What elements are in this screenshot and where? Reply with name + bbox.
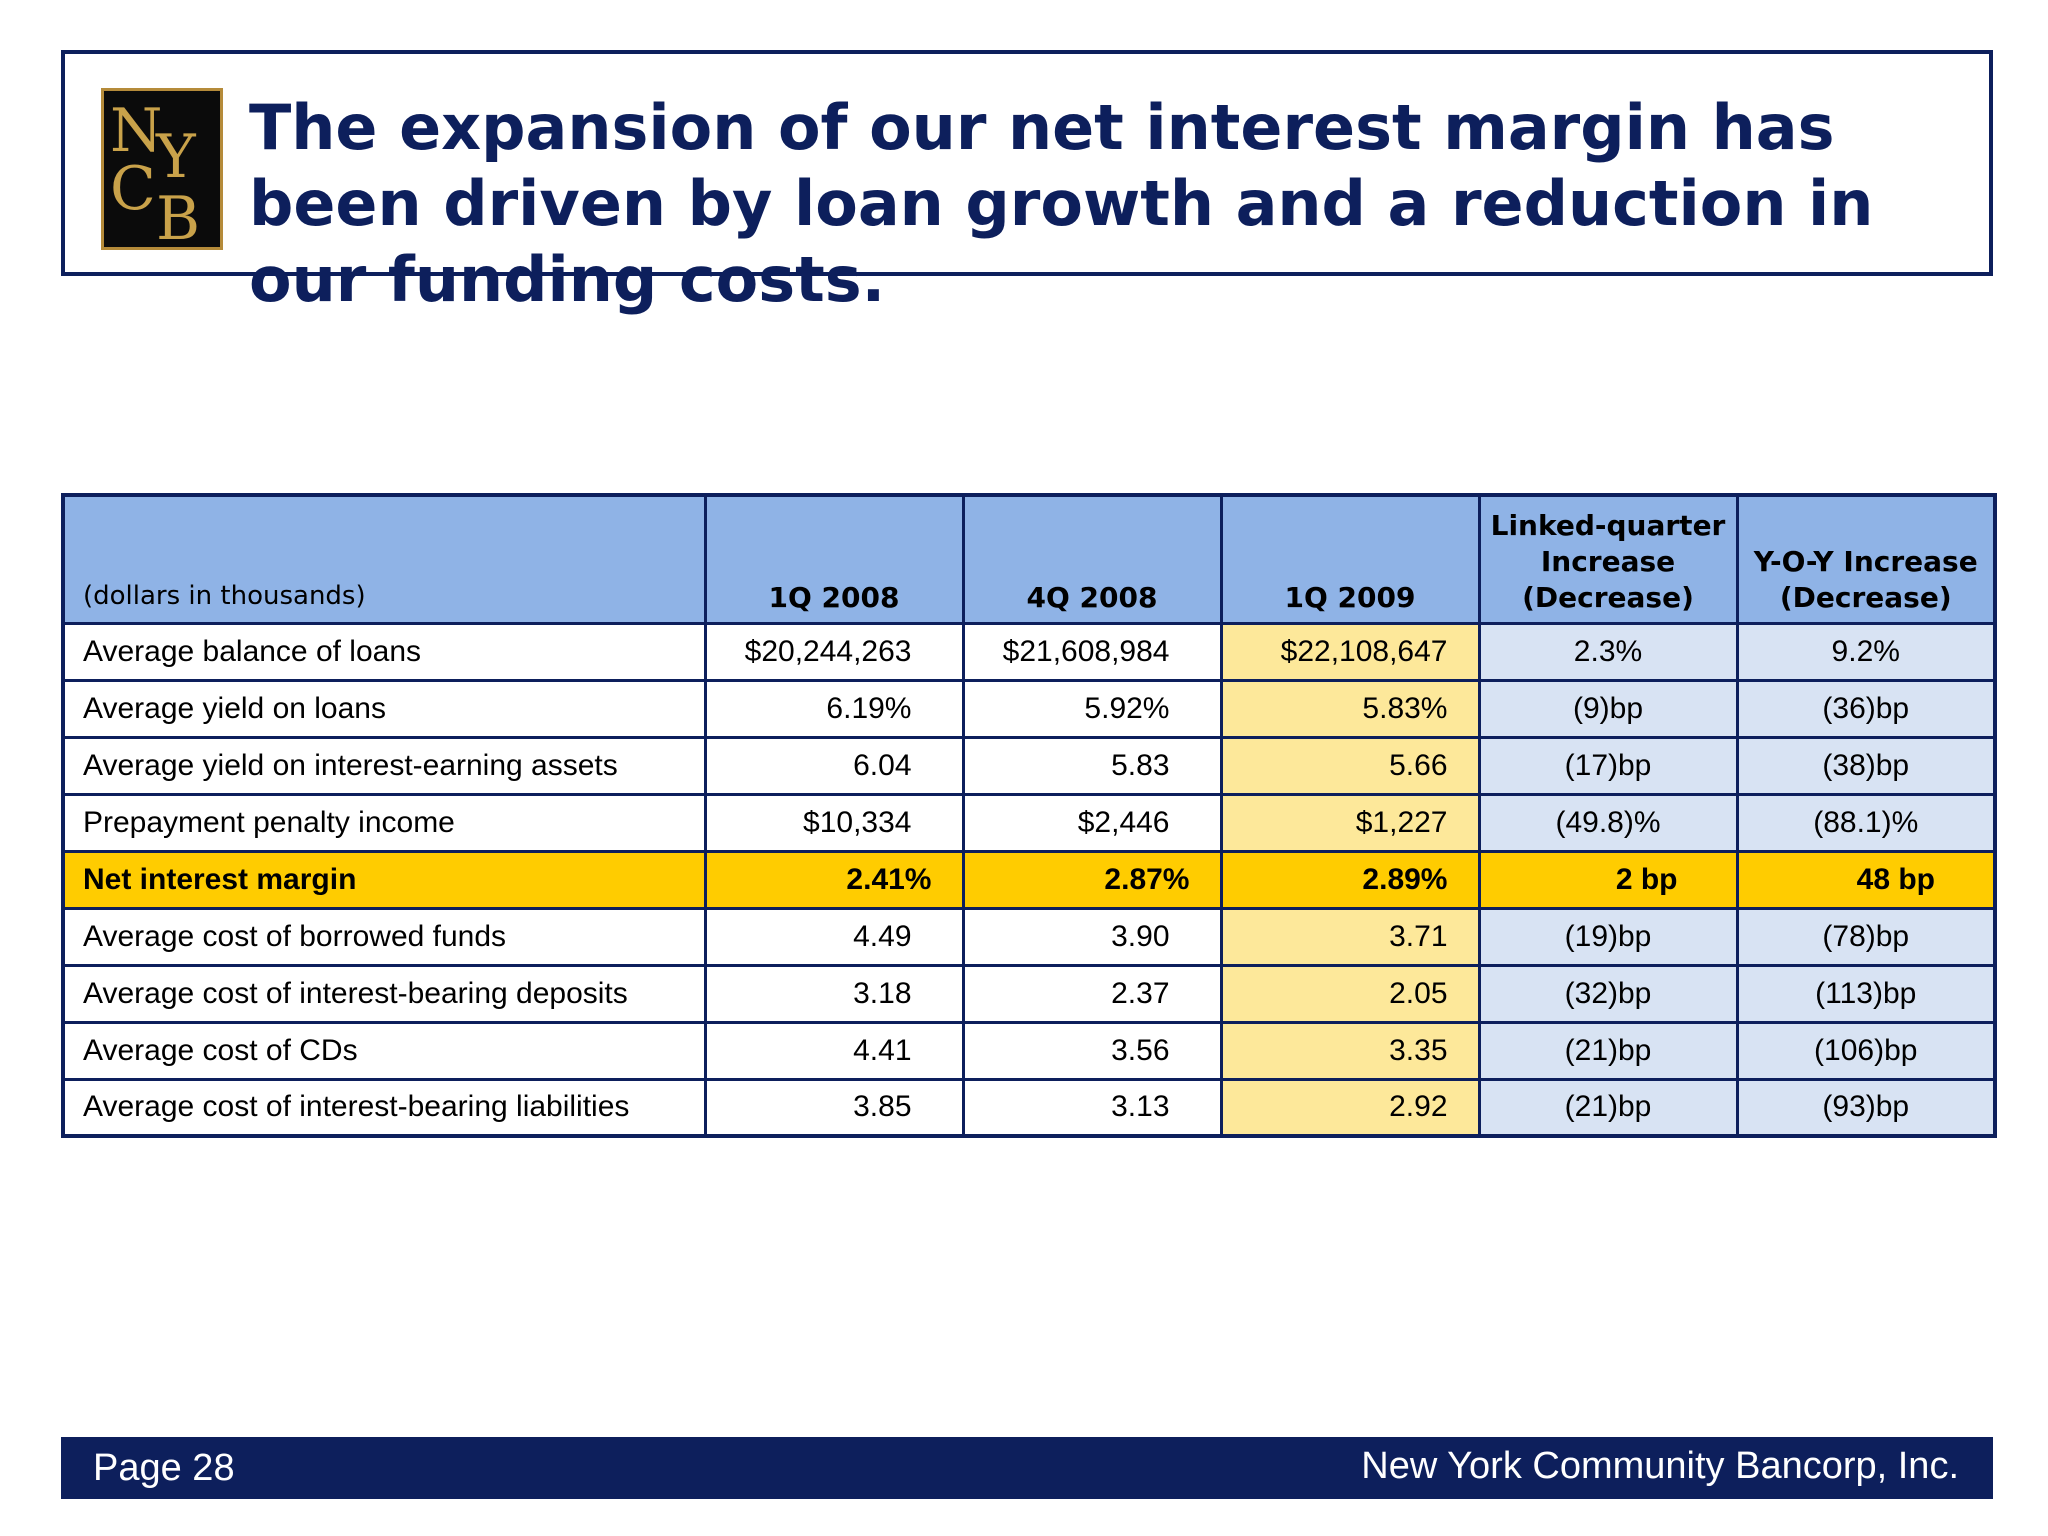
cell-yoy: (88.1)% (1735, 792, 1997, 853)
table-row: Average cost of CDs 4.41 3.56 3.35 (21)b… (61, 1020, 1997, 1081)
row-label: Average cost of interest-bearing liabili… (61, 1077, 707, 1138)
cell-yoy: (113)bp (1735, 963, 1997, 1024)
table-row: Average cost of interest-bearing liabili… (61, 1077, 1997, 1138)
svg-text:B: B (156, 184, 200, 247)
cell-4q2008: 2.87% (961, 849, 1223, 910)
page-number: Page 28 (93, 1447, 235, 1489)
row-label: Average cost of interest-bearing deposit… (61, 963, 707, 1024)
cell-linked-quarter: (21)bp (1477, 1077, 1739, 1138)
cell-1q2009: 5.66 (1219, 735, 1481, 796)
cell-4q2008: 3.13 (961, 1077, 1223, 1138)
row-label: Average yield on loans (61, 678, 707, 739)
cell-1q2008: $20,244,263 (703, 621, 965, 682)
cell-yoy: 9.2% (1735, 621, 1997, 682)
financial-table-container: (dollars in thousands) 1Q 2008 4Q 2008 1… (61, 493, 1997, 1138)
column-header-4q2008: 4Q 2008 (961, 493, 1223, 625)
row-label: Average cost of borrowed funds (61, 906, 707, 967)
cell-yoy: (106)bp (1735, 1020, 1997, 1081)
net-interest-margin-table: (dollars in thousands) 1Q 2008 4Q 2008 1… (61, 493, 1997, 1138)
cell-1q2008: 3.18 (703, 963, 965, 1024)
cell-1q2008: $10,334 (703, 792, 965, 853)
cell-4q2008: 5.83 (961, 735, 1223, 796)
column-header-yoy: Y-O-Y Increase (Decrease) (1735, 493, 1997, 625)
svg-text:N: N (110, 96, 163, 166)
cell-4q2008: 5.92% (961, 678, 1223, 739)
table-row: Average cost of interest-bearing deposit… (61, 963, 1997, 1024)
cell-linked-quarter: (9)bp (1477, 678, 1739, 739)
row-label: Net interest margin (61, 849, 707, 910)
table-row: Average balance of loans $20,244,263 $21… (61, 621, 1997, 682)
cell-4q2008: 3.90 (961, 906, 1223, 967)
column-header-units: (dollars in thousands) (61, 493, 707, 625)
table-header-row: (dollars in thousands) 1Q 2008 4Q 2008 1… (61, 493, 1997, 625)
cell-1q2009: 5.83% (1219, 678, 1481, 739)
svg-text:Y: Y (155, 122, 197, 192)
cell-4q2008: 2.37 (961, 963, 1223, 1024)
title-box: N Y C B The expansion of our net interes… (61, 50, 1993, 316)
cell-1q2008: 6.04 (703, 735, 965, 796)
table-row: Average yield on loans 6.19% 5.92% 5.83%… (61, 678, 1997, 739)
cell-1q2009: $1,227 (1219, 792, 1481, 853)
cell-1q2009: 2.92 (1219, 1077, 1481, 1138)
cell-1q2008: 2.41% (703, 849, 965, 910)
column-header-1q2009: 1Q 2009 (1219, 493, 1481, 625)
cell-1q2008: 4.49 (703, 906, 965, 967)
cell-1q2008: 4.41 (703, 1020, 965, 1081)
svg-text:C: C (110, 154, 156, 224)
cell-linked-quarter: (49.8)% (1477, 792, 1739, 853)
cell-linked-quarter: (17)bp (1477, 735, 1739, 796)
cell-1q2009: 3.35 (1219, 1020, 1481, 1081)
table-row: Prepayment penalty income $10,334 $2,446… (61, 792, 1997, 853)
cell-4q2008: $21,608,984 (961, 621, 1223, 682)
cell-1q2009: 2.89% (1219, 849, 1481, 910)
row-label: Average balance of loans (61, 621, 707, 682)
table-row: Average cost of borrowed funds 4.49 3.90… (61, 906, 1997, 967)
cell-yoy: (38)bp (1735, 735, 1997, 796)
cell-linked-quarter: (32)bp (1477, 963, 1739, 1024)
column-header-linked-quarter: Linked-quarter Increase (Decrease) (1477, 493, 1739, 625)
cell-1q2008: 3.85 (703, 1077, 965, 1138)
cell-4q2008: 3.56 (961, 1020, 1223, 1081)
cell-1q2009: $22,108,647 (1219, 621, 1481, 682)
cell-linked-quarter: 2.3% (1477, 621, 1739, 682)
row-label: Prepayment penalty income (61, 792, 707, 853)
company-name: New York Community Bancorp, Inc. (1361, 1445, 1959, 1487)
cell-yoy: (93)bp (1735, 1077, 1997, 1138)
page-title: The expansion of our net interest margin… (249, 91, 1874, 316)
cell-1q2009: 3.71 (1219, 906, 1481, 967)
row-label: Average yield on interest-earning assets (61, 735, 707, 796)
cell-linked-quarter: (19)bp (1477, 906, 1739, 967)
row-label: Average cost of CDs (61, 1020, 707, 1081)
cell-yoy: 48 bp (1735, 849, 1997, 910)
cell-linked-quarter: 2 bp (1477, 849, 1739, 910)
nycb-logo: N Y C B (101, 88, 223, 250)
cell-4q2008: $2,446 (961, 792, 1223, 853)
column-header-1q2008: 1Q 2008 (703, 493, 965, 625)
cell-1q2008: 6.19% (703, 678, 965, 739)
cell-1q2009: 2.05 (1219, 963, 1481, 1024)
cell-linked-quarter: (21)bp (1477, 1020, 1739, 1081)
table-row-net-interest-margin: Net interest margin 2.41% 2.87% 2.89% 2 … (61, 849, 1997, 910)
cell-yoy: (78)bp (1735, 906, 1997, 967)
table-row: Average yield on interest-earning assets… (61, 735, 1997, 796)
cell-yoy: (36)bp (1735, 678, 1997, 739)
footer-bar: Page 28 New York Community Bancorp, Inc. (61, 1437, 1993, 1499)
